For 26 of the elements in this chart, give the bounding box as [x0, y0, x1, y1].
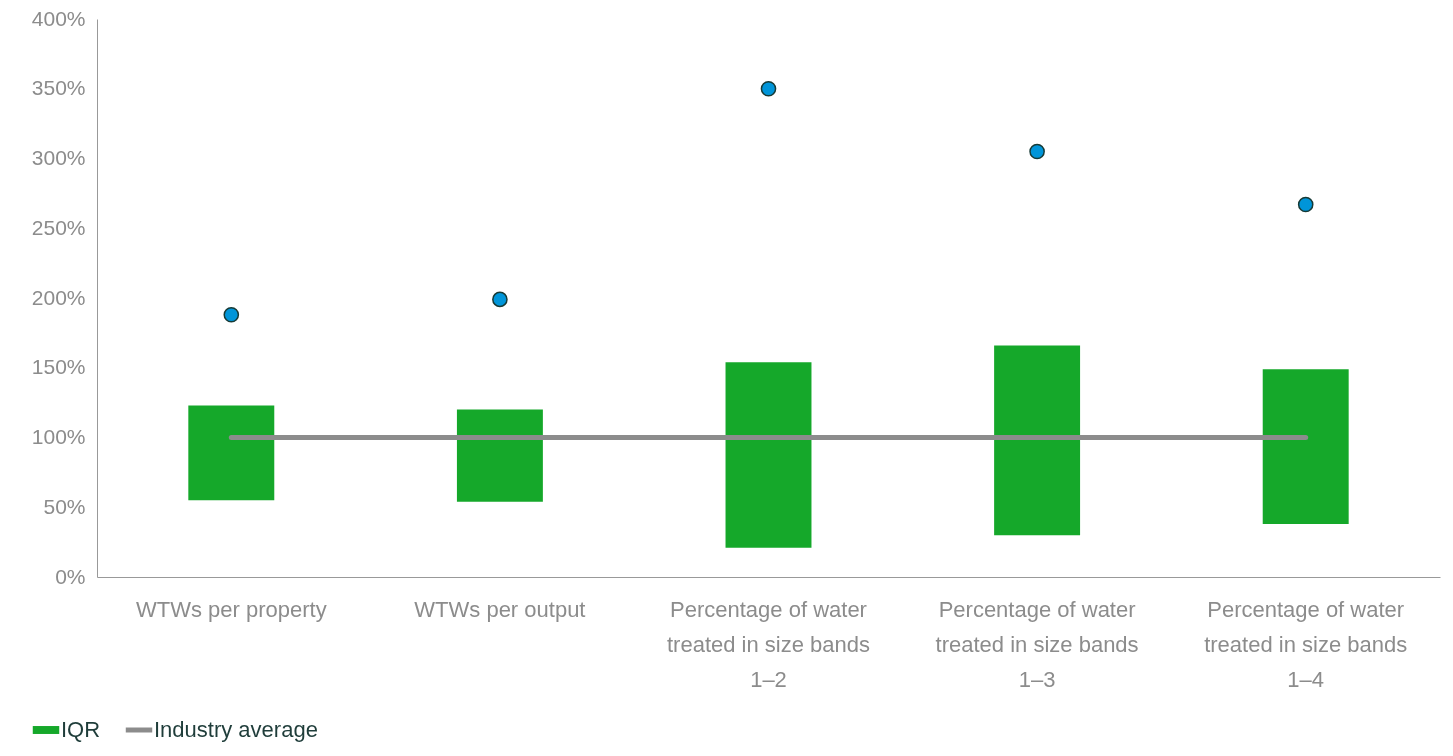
bar	[994, 345, 1081, 536]
x-tick-label: WTWs per output	[414, 596, 586, 622]
point	[223, 306, 240, 323]
x-tick-label: Percentage of water treated in size bands 1–2	[666, 596, 871, 692]
y-tick-label: 200%	[31, 285, 86, 309]
point	[1297, 196, 1314, 213]
y-tick-label: 300%	[31, 146, 86, 169]
bar	[725, 362, 812, 548]
y-tick-label: 250%	[31, 215, 86, 239]
x-tick-label: Percentage of water treated in size bands 1–3	[935, 596, 1139, 692]
y-tick-label: 100%	[31, 425, 86, 448]
bar	[1262, 369, 1349, 524]
y-tick-label: 400%	[31, 6, 86, 30]
point	[1029, 143, 1045, 160]
x-tick-label: Percentage of water treated in size bands 1–4	[1204, 596, 1408, 692]
point	[492, 291, 508, 308]
bar	[456, 409, 543, 502]
point	[760, 80, 777, 97]
x-tick-label: WTWs per property	[135, 596, 327, 622]
y-tick-label: 150%	[31, 355, 86, 379]
legend-label: Industry average	[154, 717, 318, 742]
y-tick-label: 350%	[31, 76, 86, 100]
y-tick-label: 50%	[43, 494, 86, 518]
y-tick-label: 0%	[55, 564, 86, 588]
legend-label: IQR	[61, 717, 101, 742]
bar	[188, 405, 275, 501]
